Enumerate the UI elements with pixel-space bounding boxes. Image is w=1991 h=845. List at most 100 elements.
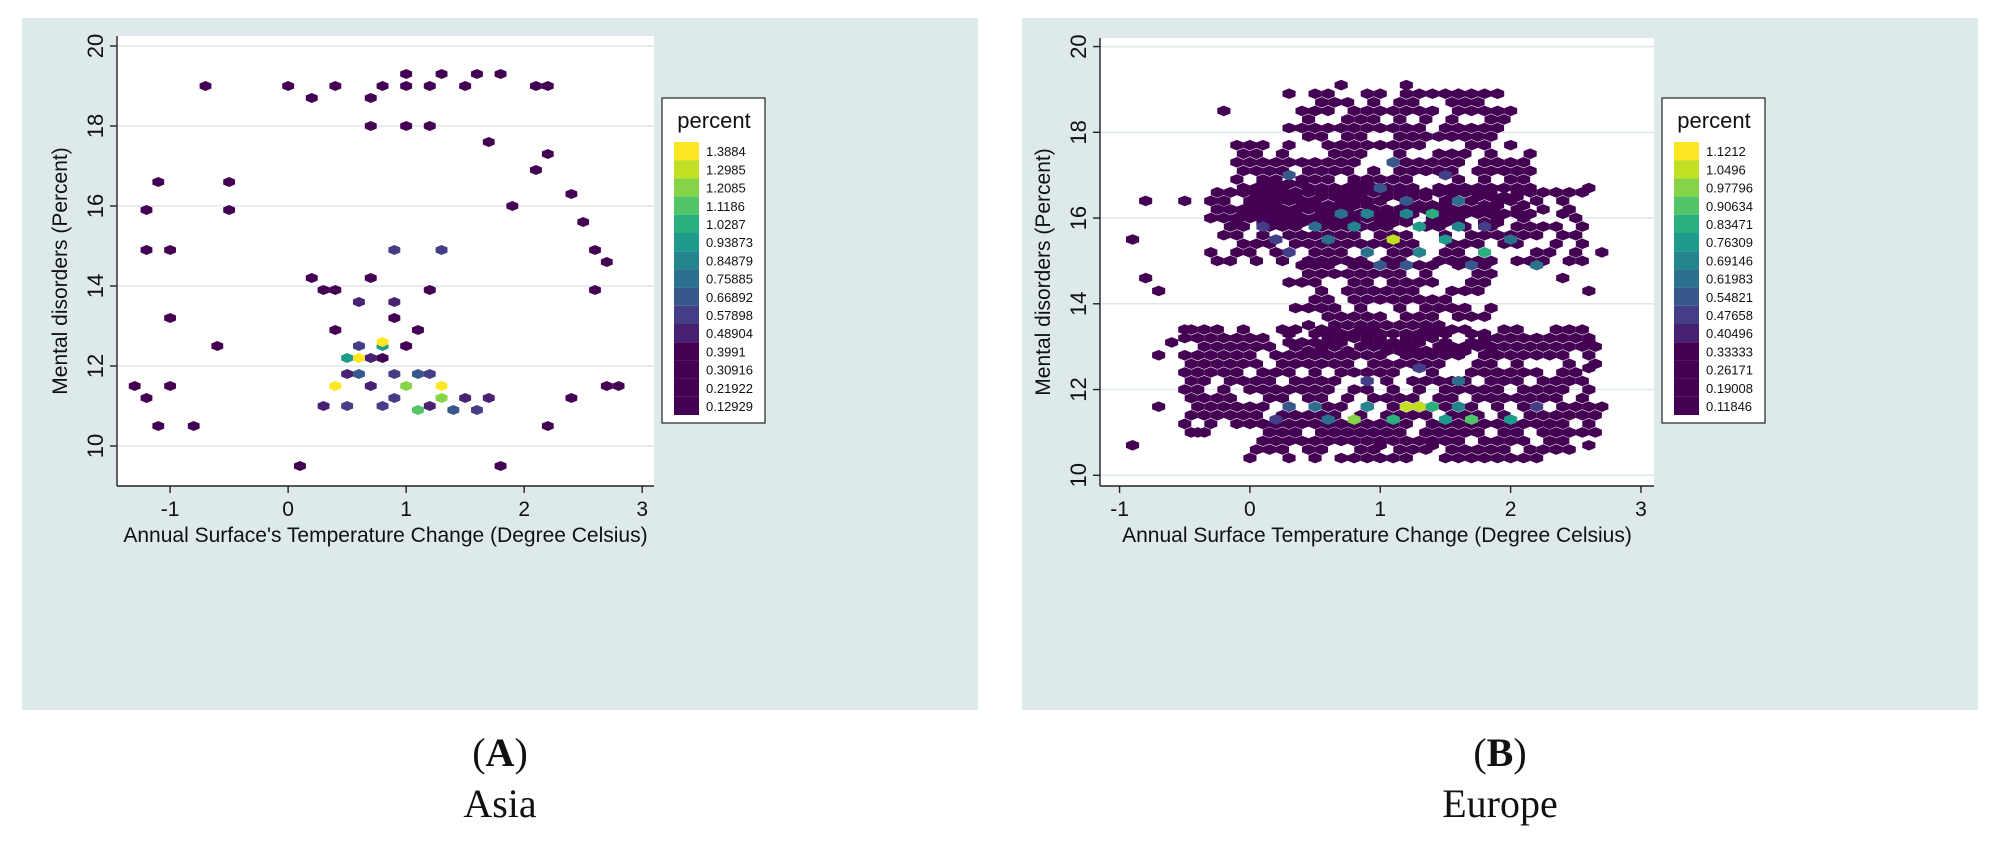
legend-label: 0.66892 <box>706 290 753 305</box>
hex-cell <box>1243 452 1257 464</box>
hex-cell <box>1308 401 1322 412</box>
hex-cell <box>1438 349 1452 361</box>
hex-cell <box>1478 277 1492 288</box>
hex-cell <box>1504 105 1518 117</box>
hex-cell <box>1289 427 1303 438</box>
hex-cell <box>1341 114 1355 125</box>
hex-cell <box>1399 79 1413 91</box>
hex-cell <box>329 381 342 391</box>
hex-cell <box>1438 234 1452 245</box>
hex-cell <box>1549 324 1563 335</box>
hex-cell <box>1315 358 1329 370</box>
hex-cell <box>1354 427 1368 438</box>
hex-cell <box>1562 444 1576 455</box>
hex-cell <box>1510 341 1524 352</box>
hex-cell <box>1425 401 1439 412</box>
hex-cell <box>1308 367 1322 378</box>
hex-cell <box>1282 435 1296 447</box>
hex-cell <box>1393 187 1407 198</box>
hex-cell <box>1484 165 1498 177</box>
hex-cell <box>541 149 554 159</box>
hex-cell <box>341 369 354 379</box>
hex-cell <box>1341 131 1355 142</box>
hex-cell <box>1451 174 1465 185</box>
hex-cell <box>1282 418 1296 430</box>
hex-cell <box>1484 444 1498 455</box>
hex-cell <box>1582 440 1596 451</box>
hex-cell <box>1289 302 1303 314</box>
hex-cell <box>1432 341 1446 352</box>
hex-cell <box>1223 409 1237 421</box>
hex-cell <box>1367 285 1381 297</box>
hex-cell <box>1445 114 1459 125</box>
hex-cell <box>1471 165 1485 177</box>
hex-cell <box>1243 418 1257 430</box>
hex-cell <box>1393 268 1407 280</box>
legend-swatch <box>1674 287 1699 306</box>
hex-cell <box>1478 88 1492 99</box>
hex-cell <box>1471 204 1485 215</box>
hex-cell <box>1360 349 1374 361</box>
hex-cell <box>1308 384 1322 395</box>
hex-cell <box>1308 195 1322 207</box>
hex-cell <box>1204 247 1218 258</box>
hex-cell <box>1223 358 1237 370</box>
hex-cell <box>1321 157 1335 168</box>
hex-cell <box>1588 427 1602 438</box>
hex-cell <box>459 393 472 403</box>
hex-cell <box>1262 375 1276 387</box>
x-tick-label: 2 <box>518 498 530 521</box>
hex-cell <box>1315 302 1329 314</box>
hex-cell <box>1497 341 1511 352</box>
hex-cell <box>400 341 413 351</box>
hex-cell <box>282 81 295 91</box>
hex-cell <box>1334 79 1348 91</box>
hex-cell <box>1419 409 1433 421</box>
hex-cell <box>412 325 424 335</box>
hex-cell <box>1302 114 1316 125</box>
hex-cell <box>1386 212 1400 224</box>
hex-cell <box>1289 341 1303 352</box>
hex-cell <box>1471 392 1485 404</box>
hex-cell <box>1178 332 1192 344</box>
hex-cell <box>400 81 413 91</box>
legend-swatch <box>1674 178 1699 197</box>
hex-cell <box>1367 97 1381 108</box>
hex-cell <box>1236 165 1250 177</box>
hex-cell <box>1217 212 1231 224</box>
hex-cell <box>1178 418 1192 430</box>
hex-cell <box>1204 195 1218 207</box>
hex-cell <box>1497 182 1511 194</box>
hex-cell <box>1406 285 1420 297</box>
hex-cell <box>1328 97 1342 108</box>
hex-cell <box>1328 148 1342 160</box>
legend-label: 0.19008 <box>1706 381 1753 396</box>
hex-cell <box>1256 139 1270 151</box>
hex-cell <box>1262 182 1276 194</box>
hex-cell <box>1393 392 1407 404</box>
hex-cell <box>1184 392 1198 404</box>
hex-cell <box>1308 122 1322 134</box>
hex-cell <box>1315 285 1329 297</box>
hex-cell <box>1458 148 1472 160</box>
hex-cell <box>1412 247 1426 258</box>
hex-cell <box>1425 105 1439 117</box>
hex-cell <box>1302 444 1316 455</box>
hex-cell <box>1399 311 1413 322</box>
hex-cell <box>1249 165 1263 177</box>
hex-cell <box>1465 139 1479 151</box>
hex-cell <box>1217 367 1231 378</box>
legend-label: 0.54821 <box>1706 290 1753 305</box>
hex-cell <box>1243 384 1257 395</box>
legend-label: 0.61983 <box>1706 272 1753 287</box>
hex-cell <box>1230 247 1244 258</box>
hex-cell <box>1393 97 1407 108</box>
hex-cell <box>1445 302 1459 314</box>
hex-cell <box>1406 341 1420 352</box>
hex-cell <box>1334 401 1348 412</box>
x-tick-label: -1 <box>161 498 180 521</box>
hex-cell <box>1393 114 1407 125</box>
hex-cell <box>1204 349 1218 361</box>
hex-cell <box>1438 247 1452 258</box>
hex-cell <box>1321 294 1335 305</box>
